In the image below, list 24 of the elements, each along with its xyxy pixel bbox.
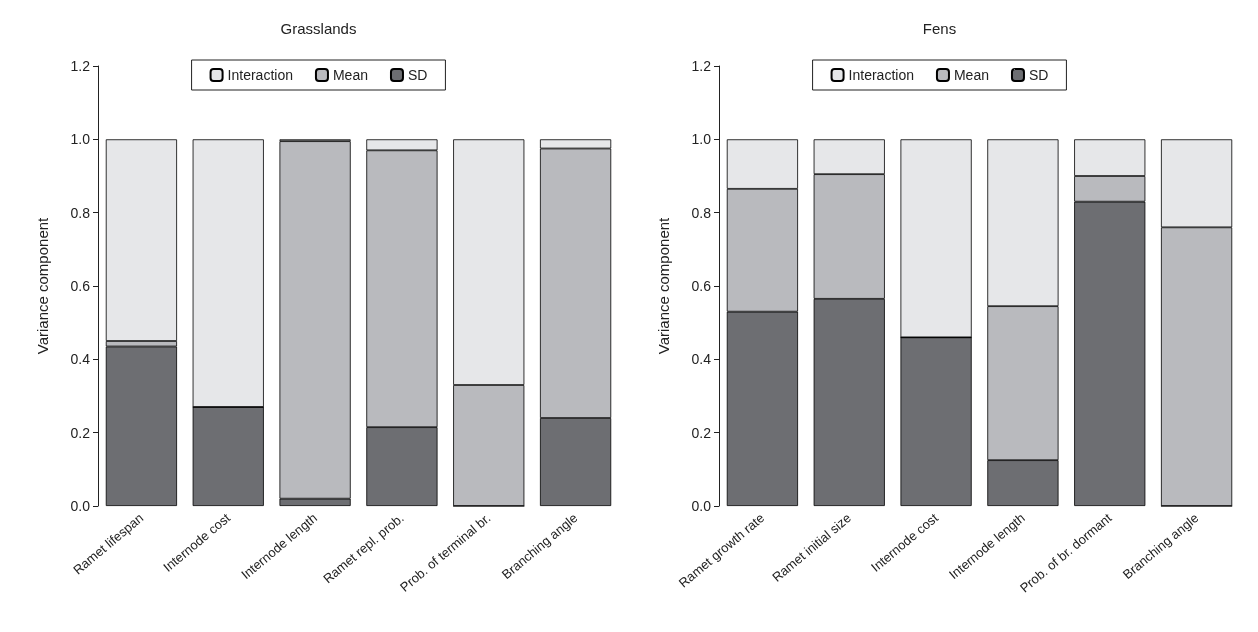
legend-label: SD	[407, 67, 428, 83]
y-tick-label: 0.6	[70, 278, 91, 294]
legend-label: SD	[1028, 67, 1049, 83]
y-tick-label: 0.6	[691, 278, 712, 294]
y-tick-label: 0.2	[691, 424, 712, 441]
y-axis-title: Variance component	[655, 216, 672, 355]
legend-label: Interaction	[848, 67, 914, 83]
y-tick-label: 0.2	[70, 424, 91, 441]
legend-label: Mean	[332, 67, 368, 83]
y-tick-label: 0.8	[691, 204, 712, 221]
y-tick-label: 1.0	[691, 131, 712, 148]
y-tick-label: 0.0	[70, 498, 91, 514]
y-tick-label: 0.4	[691, 351, 712, 368]
y-tick-label: 0.8	[70, 204, 91, 221]
chart-title: Fens	[922, 20, 957, 37]
legend-label: Interaction	[227, 67, 293, 83]
y-tick-label: 1.0	[70, 131, 91, 148]
y-tick-label: 0.0	[691, 498, 712, 514]
legend-label: Mean	[953, 67, 989, 83]
chart-title: Grasslands	[280, 20, 357, 37]
y-tick-label: 1.2	[691, 58, 712, 74]
y-axis-title: Variance component	[34, 216, 51, 355]
y-tick-label: 0.4	[70, 351, 91, 368]
y-tick-label: 1.2	[70, 58, 91, 74]
